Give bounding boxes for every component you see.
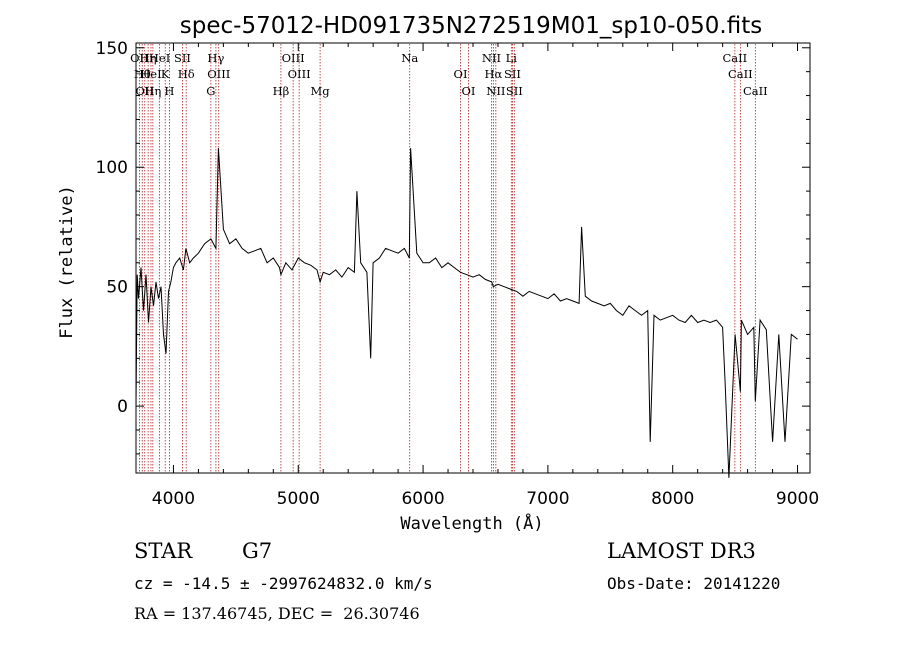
x-tick-label: 9000	[776, 489, 819, 509]
line-marker-label: OI	[454, 67, 468, 81]
y-tick-label: 150	[96, 39, 128, 59]
line-marker-label: OIII	[288, 67, 311, 81]
line-marker-label: OIII	[282, 51, 305, 65]
line-marker-label: Mg	[311, 84, 331, 98]
chart-title: spec-57012-HD091735N272519M01_sp10-050.f…	[180, 13, 762, 39]
x-tick-label: 4000	[152, 489, 195, 509]
coordinates: RA = 137.46745, DEC = 26.30746	[134, 604, 420, 623]
line-marker-label: NII	[482, 51, 501, 65]
line-marker-label: Hγ	[207, 51, 224, 65]
x-tick-label: 6000	[401, 489, 444, 509]
y-tick-label: 100	[96, 158, 128, 178]
x-axis-label: Wavelength (Å)	[400, 512, 543, 534]
line-marker-label: NII	[486, 84, 505, 98]
line-marker-label: SII	[174, 51, 191, 65]
y-tick-label: 0	[117, 397, 128, 417]
line-marker-label: SII	[506, 84, 523, 98]
y-tick-label: 50	[106, 278, 128, 298]
y-axis-label: Flux (relative)	[57, 185, 77, 339]
line-marker-label: Hθ	[134, 67, 151, 81]
x-tick-label: 7000	[526, 489, 569, 509]
line-marker-label: Hη	[144, 84, 161, 98]
obs-date: Obs-Date: 20141220	[607, 574, 781, 593]
y-axis-ticks: 0 50 100 150	[96, 39, 810, 455]
survey-name: LAMOST DR3	[607, 539, 756, 563]
line-marker-label: CaII	[743, 84, 768, 98]
line-marker-label: H	[164, 84, 174, 98]
line-marker-label: K	[161, 67, 170, 81]
line-marker-label: SII	[504, 67, 521, 81]
line-marker-label: CaII	[728, 67, 753, 81]
line-marker-label: Hδ	[178, 67, 195, 81]
plot-frame	[135, 42, 811, 474]
x-tick-label: 5000	[277, 489, 320, 509]
spectrum-series-line	[135, 148, 798, 478]
x-tick-label: 8000	[651, 489, 694, 509]
line-marker-label: HeI	[149, 51, 170, 65]
line-marker-label: Na	[401, 51, 418, 65]
redshift-readout: cz = -14.5 ± -2997624832.0 km/s	[134, 574, 433, 593]
line-marker-label: HeI	[140, 67, 161, 81]
line-marker-label: OIII	[207, 67, 230, 81]
x-axis-ticks: 4000 5000 6000 7000 8000 9000	[152, 43, 819, 509]
line-marker-label: Li	[506, 51, 518, 65]
line-marker-label: OII	[130, 51, 149, 65]
line-marker-label: G	[206, 84, 215, 98]
subclass: G7	[242, 539, 273, 563]
line-marker-label: Hη	[140, 51, 157, 65]
line-marker-label: Hα	[484, 67, 502, 81]
line-markers	[138, 44, 756, 472]
line-marker-label: OII	[135, 84, 154, 98]
line-marker-label: OI	[462, 84, 476, 98]
line-marker-labels: OIIHθOIIHηHeIHηHeIKHSIIHδGHγOIIIHβOIIIOI…	[130, 51, 768, 98]
line-marker-label: Hβ	[273, 84, 290, 98]
object-class: STAR	[134, 539, 193, 563]
line-marker-label: CaII	[722, 51, 747, 65]
